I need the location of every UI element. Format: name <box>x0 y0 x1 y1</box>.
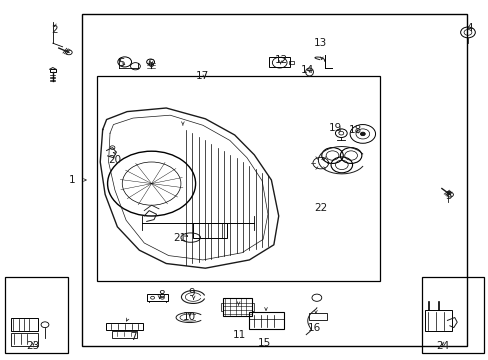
Text: 12: 12 <box>274 55 287 66</box>
Text: 9: 9 <box>188 288 195 298</box>
Bar <box>425 310 451 331</box>
Text: 13: 13 <box>313 38 327 48</box>
Bar <box>268 57 290 67</box>
Bar <box>223 298 252 316</box>
Bar <box>249 312 283 329</box>
Bar <box>11 333 38 346</box>
Bar <box>97 76 380 281</box>
Text: 5: 5 <box>118 58 124 68</box>
Text: 1: 1 <box>69 175 76 185</box>
Bar <box>308 313 326 320</box>
Circle shape <box>360 132 365 136</box>
Bar <box>82 14 467 346</box>
Text: 14: 14 <box>300 65 313 75</box>
Text: 7: 7 <box>129 332 136 342</box>
Bar <box>106 323 142 330</box>
Text: 18: 18 <box>347 125 361 135</box>
Bar <box>193 223 227 238</box>
Text: 17: 17 <box>196 71 209 81</box>
Text: 23: 23 <box>26 341 40 351</box>
Text: 2: 2 <box>51 24 58 35</box>
Text: 19: 19 <box>328 123 342 133</box>
Bar <box>11 318 38 331</box>
Bar <box>146 294 168 301</box>
Text: 22: 22 <box>314 203 327 213</box>
Bar <box>49 69 56 72</box>
Bar <box>252 303 254 311</box>
Bar <box>421 277 483 353</box>
Text: 21: 21 <box>173 233 186 243</box>
Text: 20: 20 <box>108 155 121 165</box>
Text: 3: 3 <box>445 191 451 201</box>
Text: 4: 4 <box>465 23 472 33</box>
Text: 24: 24 <box>435 341 448 351</box>
Bar <box>112 331 137 338</box>
Text: 10: 10 <box>183 312 196 322</box>
Bar <box>288 61 294 64</box>
Text: 15: 15 <box>257 338 270 348</box>
Text: 6: 6 <box>147 59 154 69</box>
Text: 8: 8 <box>158 290 164 300</box>
Bar <box>221 303 223 311</box>
Bar <box>5 277 68 353</box>
Text: 16: 16 <box>307 323 321 333</box>
Text: 11: 11 <box>232 330 246 340</box>
